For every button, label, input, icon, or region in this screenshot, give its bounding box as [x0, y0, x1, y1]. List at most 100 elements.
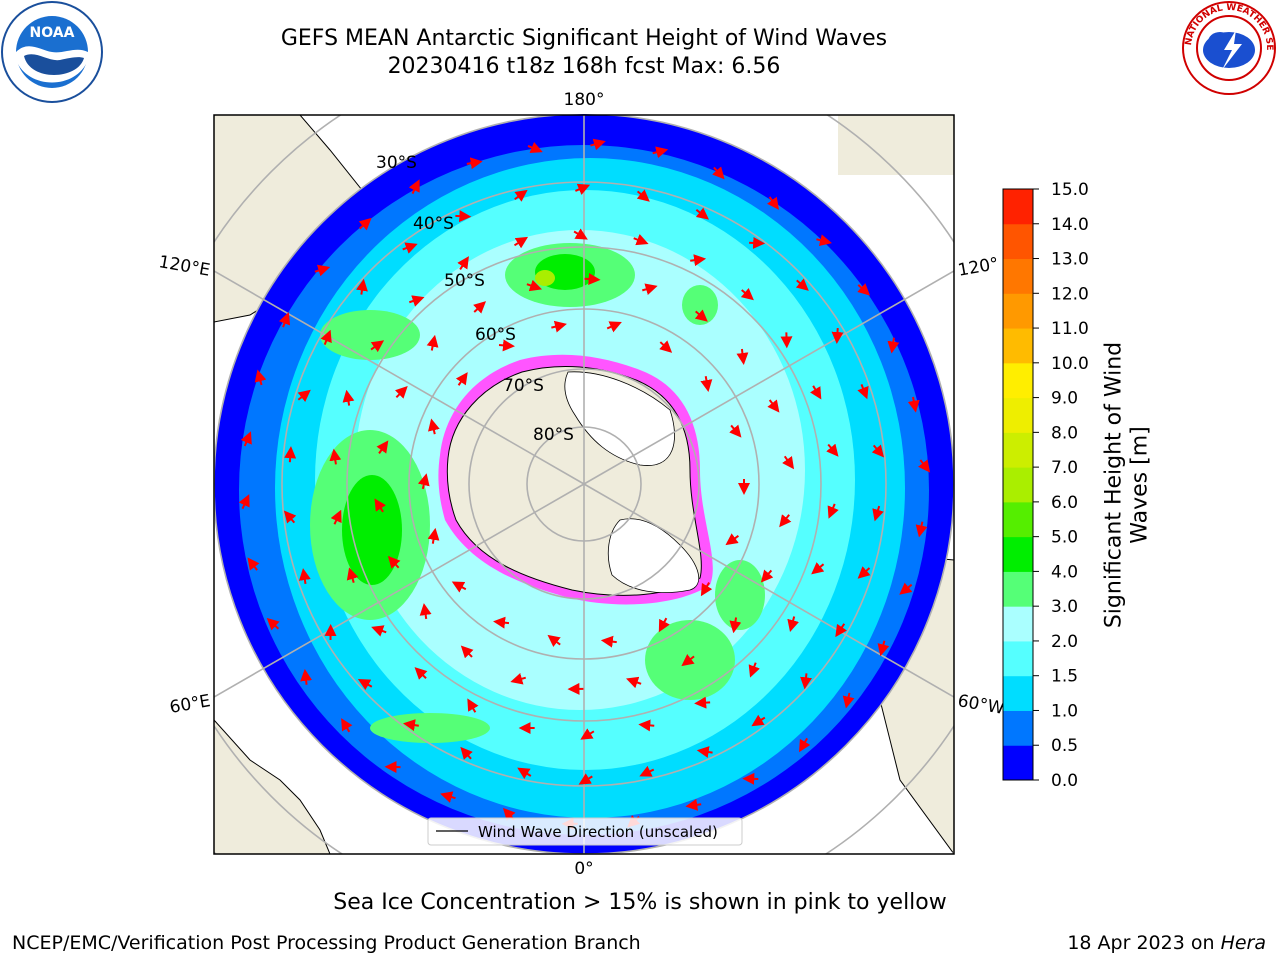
wave-direction-arrow: [466, 157, 483, 170]
wave-direction-arrow: [278, 312, 291, 328]
lat-label-40s: 40°S: [413, 214, 454, 234]
colorbar-tick-label: 4.0: [1051, 562, 1078, 582]
wave-direction-arrow: [513, 236, 529, 249]
legend-label: Wind Wave Direction (unscaled): [478, 823, 718, 841]
wave-direction-arrow: [600, 635, 617, 648]
wave-direction-arrow: [498, 339, 515, 352]
wave-direction-arrow: [283, 510, 297, 524]
wave-direction-arrow: [374, 498, 386, 513]
wave-direction-arrow: [725, 533, 739, 546]
wave-direction-arrow: [460, 746, 473, 760]
colorbar-segment: [1003, 467, 1033, 503]
lon-label-0: 0°: [574, 859, 593, 879]
wave-direction-arrow: [402, 242, 418, 254]
wave-direction-arrow: [417, 473, 430, 490]
wave-direction-arrow: [915, 521, 928, 538]
wave-direction-arrow: [238, 494, 250, 510]
colorbar-label-line1: Significant Height of Wind: [1101, 341, 1127, 629]
wave-direction-arrow: [696, 746, 713, 758]
lat-label-70s: 70°S: [503, 376, 544, 396]
wave-direction-arrow: [467, 698, 479, 713]
wave-direction-arrow: [526, 279, 543, 292]
wave-direction-arrow: [573, 228, 588, 240]
wave-direction-arrow: [428, 418, 440, 435]
wave-direction-arrow: [457, 256, 469, 271]
ross-ice-shelf: [564, 371, 675, 466]
wave-direction-arrow: [694, 696, 711, 709]
colorbar-segment: [1003, 606, 1033, 642]
wave-direction-arrow: [642, 283, 658, 295]
wave-direction-arrow: [694, 309, 708, 322]
colorbar-tick-label: 9.0: [1051, 389, 1078, 409]
wave-direction-arrow: [907, 396, 920, 413]
wave-direction-arrow: [811, 562, 825, 575]
wave-direction-arrow: [578, 773, 593, 785]
wave-direction-arrow: [751, 714, 766, 727]
wave-direction-arrow: [700, 376, 713, 392]
graticule: [214, 115, 954, 854]
colorbar-segment: [1003, 710, 1033, 746]
map-legend: Wind Wave Direction (unscaled): [427, 817, 743, 846]
meridian-120e: [214, 270, 585, 485]
wave-direction-arrow: [342, 389, 355, 406]
footer-date: 18 Apr 2023 on Hera: [1067, 932, 1266, 954]
lon-label-60e: 60°E: [168, 691, 212, 718]
colorbar-tick-label: 10.0: [1051, 354, 1089, 374]
noaa-logo: NOAA: [1, 1, 103, 103]
wave-direction-arrow: [451, 581, 467, 593]
meridian-60w: [583, 483, 954, 698]
wave-direction-arrow: [798, 737, 811, 753]
wave-direction-arrow: [580, 728, 595, 740]
colorbar-tick-label: 13.0: [1051, 250, 1089, 270]
wave-direction-arrow: [857, 384, 869, 400]
wave-direction-arrow: [827, 503, 839, 519]
colorbar-segment: [1003, 536, 1033, 572]
wave-direction-arrow: [872, 505, 884, 522]
colorbar-tick-label: 11.0: [1051, 319, 1089, 339]
colorbar-label: Significant Height of Wind Waves [m]: [1102, 342, 1155, 628]
wave-direction-arrow: [787, 616, 799, 632]
colorbar-segment: [1003, 397, 1033, 433]
wave-direction-arrow: [341, 718, 353, 733]
wave-direction-arrow: [371, 625, 387, 637]
colorbar-tick-label: 0.5: [1051, 736, 1078, 756]
wave-direction-arrow: [402, 719, 419, 732]
wave-direction-arrow: [871, 444, 885, 458]
lat-label-60s: 60°S: [475, 325, 516, 345]
colorbar-segment: [1003, 362, 1033, 399]
wave-direction-arrow: [729, 424, 742, 438]
wave-direction-arrow: [748, 662, 760, 678]
wave-direction-arrow: [636, 189, 650, 202]
wave-direction-arrow: [493, 616, 510, 629]
wave-direction-arrow: [329, 448, 342, 465]
lon-label-180: 180°: [564, 90, 605, 110]
wave-direction-arrow: [767, 399, 780, 413]
wave-direction-arrow: [254, 369, 267, 386]
wave-direction-arrow: [887, 337, 900, 354]
wave-direction-arrow: [298, 568, 311, 585]
colorbar-tick-label: 3.0: [1051, 597, 1078, 617]
meridian-120w: [583, 270, 954, 485]
colorbar: 0.0 0.5 1.0 1.5 2.0 3.0 4.0 5.0 6.0 7.0 8.0 9.0 10.0…: [1002, 180, 1089, 791]
wave-direction-arrow: [574, 183, 591, 195]
wave-direction-arrow: [740, 287, 754, 301]
wave-direction-arrow: [658, 617, 670, 633]
colorbar-tick-label: 15.0: [1051, 180, 1089, 200]
wave-direction-arrow: [473, 301, 487, 314]
wave-direction-arrow: [638, 719, 655, 732]
wave-direction-arrow: [455, 210, 472, 223]
wave-direction-arrow: [455, 372, 468, 386]
wave-direction-arrow: [639, 765, 655, 777]
colorbar-tick-label: 8.0: [1051, 423, 1078, 443]
wave-direction-arrow: [266, 617, 280, 631]
wave-direction-arrow: [419, 603, 432, 620]
wave-direction-arrow: [460, 645, 474, 659]
sea-ice-note: Sea Ice Concentration > 15% is shown in …: [333, 890, 947, 915]
footer-credit: NCEP/EMC/Verification Post Processing Pr…: [12, 932, 641, 954]
colorbar-tick-label: 1.5: [1051, 667, 1078, 687]
wave-direction-arrow: [370, 340, 385, 353]
colorbar-tick-label: 0.0: [1051, 771, 1078, 791]
wave-direction-arrow: [427, 527, 440, 544]
wave-direction-arrow: [300, 668, 313, 685]
